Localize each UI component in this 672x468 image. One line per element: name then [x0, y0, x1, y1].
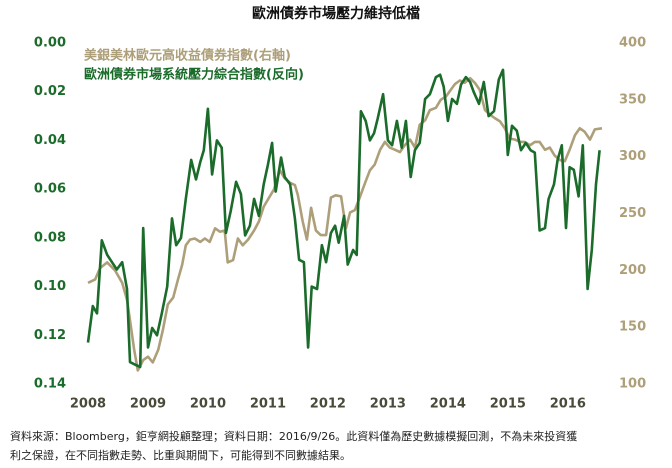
x-tick-label: 2009: [130, 397, 166, 412]
legend-label: 美銀美林歐元高收益債券指數(右軸): [84, 48, 291, 64]
x-tick-label: 2008: [70, 397, 106, 412]
chart-title: 歐洲債券市場壓力維持低檔: [252, 5, 420, 22]
x-tick-label: 2014: [430, 397, 466, 412]
y-tick-label: 0.10: [34, 279, 66, 294]
y2-tick-label: 100: [619, 377, 646, 392]
y-tick-label: 0.02: [34, 84, 66, 99]
x-tick-label: 2012: [310, 397, 346, 412]
y2-tick-label: 300: [619, 149, 646, 164]
y-tick-label: 0.12: [34, 328, 66, 343]
series-line: [87, 76, 603, 372]
y2-tick-label: 400: [619, 36, 646, 51]
legend-label: 歐洲債券市場系統壓力綜合指數(反向): [84, 67, 304, 83]
x-tick-label: 2016: [550, 397, 586, 412]
y-tick-label: 0.00: [34, 36, 66, 51]
footnote: 利之保證，在不同指數走勢、比重與期間下，可能得到不同數據結果。: [10, 448, 351, 462]
y-tick-label: 0.14: [34, 377, 66, 392]
y2-tick-label: 350: [619, 92, 646, 107]
y2-tick-label: 200: [619, 263, 646, 278]
x-tick-label: 2013: [370, 397, 406, 412]
y2-tick-label: 150: [619, 320, 646, 335]
y-tick-label: 0.06: [34, 182, 66, 197]
x-tick-label: 2015: [490, 397, 526, 412]
x-tick-label: 2011: [250, 397, 286, 412]
series-line: [86, 68, 601, 369]
y-tick-label: 0.04: [34, 133, 66, 148]
y2-tick-label: 250: [619, 206, 646, 221]
footnote: 資料來源：Bloomberg，鉅亨網投顧整理；資料日期：2016/9/26。此資…: [10, 429, 577, 443]
x-tick-label: 2010: [190, 397, 226, 412]
y-tick-label: 0.08: [34, 230, 66, 245]
